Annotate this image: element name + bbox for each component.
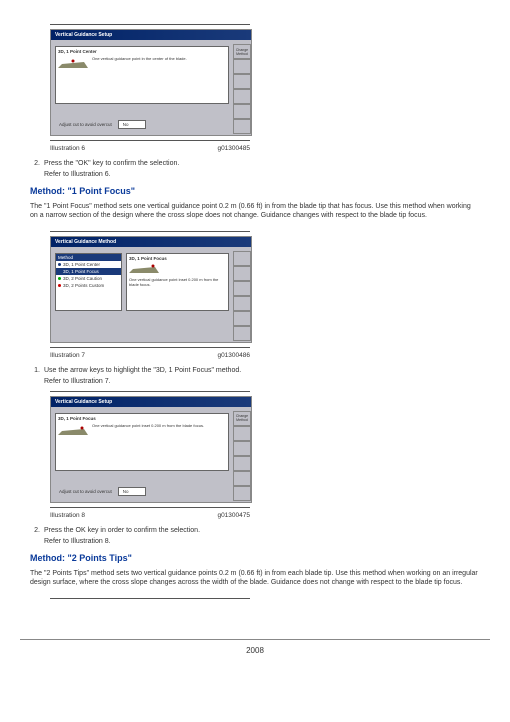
row-text: 3D, 2 Point Caution [63, 276, 102, 281]
side-btn[interactable] [233, 59, 251, 74]
side-btn[interactable] [233, 456, 251, 471]
side-btn[interactable] [233, 426, 251, 441]
blade-icon [58, 58, 88, 70]
side-btn[interactable] [233, 89, 251, 104]
step-number: 1. [30, 367, 40, 385]
side-btn-change[interactable]: Change Method [233, 44, 251, 59]
list-row-selected[interactable]: 3D, 1 Point Focus [56, 268, 121, 275]
step-ref: Refer to Illustration 6. [44, 171, 490, 178]
side-btn[interactable] [233, 266, 251, 281]
step-2b: 2. Press the OK key in order to confirm … [30, 527, 490, 545]
side-btn[interactable] [233, 281, 251, 296]
footer-label: Adjust cut to avoid overcut [59, 489, 112, 494]
screenshot-7: Vertical Guidance Method Method 3D, 1 Po… [50, 236, 252, 343]
step-text: Press the OK key in order to confirm the… [44, 527, 490, 534]
side-btn[interactable] [233, 119, 251, 134]
side-btn[interactable] [233, 296, 251, 311]
blade-icon [129, 263, 159, 275]
detail-text: One vertical guidance point inset 0.200 … [92, 423, 226, 428]
side-btn[interactable] [233, 311, 251, 326]
step-1b: 1. Use the arrow keys to highlight the "… [30, 367, 490, 385]
row-text: 3D, 1 Point Focus [63, 269, 99, 274]
paragraph-1: The "1 Point Focus" method sets one vert… [30, 202, 480, 221]
window-title: Vertical Guidance Method [55, 239, 116, 245]
caption-left: Illustration 8 [50, 512, 85, 519]
caption-row-6: Illustration 6 g01300485 [50, 145, 250, 152]
detail-title: 3D, 1 Point Center [58, 49, 226, 54]
window-title-bar: Vertical Guidance Method [51, 237, 251, 247]
blade-icon [58, 425, 88, 437]
dot-icon [58, 277, 61, 280]
window-title-bar: Vertical Guidance Setup [51, 397, 251, 407]
row-text: 3D, 1 Point Center [63, 262, 100, 267]
footer-label: Adjust cut to avoid overcut [59, 122, 112, 127]
side-btn[interactable] [233, 74, 251, 89]
step-2a: 2. Press the "OK" key to confirm the sel… [30, 160, 490, 178]
caption-left: Illustration 6 [50, 145, 85, 152]
page-footer: 2008 [20, 639, 490, 655]
window-title: Vertical Guidance Setup [55, 32, 112, 38]
list-row[interactable]: 3D, 2 Point Caution [56, 275, 121, 282]
method-list: Method 3D, 1 Point Center 3D, 1 Point Fo… [55, 253, 122, 311]
caption-row-7: Illustration 7 g01300486 [50, 352, 250, 359]
side-buttons: Change Method [233, 44, 251, 134]
window-title-bar: Vertical Guidance Setup [51, 30, 251, 40]
footer-value[interactable]: No [118, 487, 146, 496]
step-text: Press the "OK" key to confirm the select… [44, 160, 490, 167]
detail-text: One vertical guidance point inset 0.200 … [129, 277, 226, 287]
step-ref: Refer to Illustration 7. [44, 378, 490, 385]
caption-row-8: Illustration 8 g01300475 [50, 512, 250, 519]
side-buttons: Change Method [233, 411, 251, 501]
step-ref: Refer to Illustration 8. [44, 538, 490, 545]
illus-block-8: Vertical Guidance Setup 3D, 1 Point Focu… [50, 391, 250, 519]
caption-left: Illustration 7 [50, 352, 85, 359]
heading-1-point-focus: Method: "1 Point Focus" [30, 186, 490, 196]
illus-block-7: Vertical Guidance Method Method 3D, 1 Po… [50, 231, 250, 359]
step-number: 2. [30, 160, 40, 178]
list-row[interactable]: 3D, 2 Points Custom [56, 282, 121, 289]
screenshot-6: Vertical Guidance Setup 3D, 1 Point Cent… [50, 29, 252, 136]
caption-right: g01300475 [217, 512, 250, 519]
detail-pane: 3D, 1 Point Center One vertical guidance… [55, 46, 229, 104]
list-row[interactable]: 3D, 1 Point Center [56, 261, 121, 268]
side-btn[interactable] [233, 471, 251, 486]
side-buttons [233, 251, 251, 341]
detail-text: One vertical guidance point in the cente… [92, 56, 226, 61]
detail-title: 3D, 1 Point Focus [58, 416, 226, 421]
illus-block-6: Vertical Guidance Setup 3D, 1 Point Cent… [50, 24, 250, 152]
dot-icon [58, 284, 61, 287]
side-btn[interactable] [233, 251, 251, 266]
list-header: Method [56, 254, 121, 261]
caption-right: g01300485 [217, 145, 250, 152]
heading-2-points-tips: Method: "2 Points Tips" [30, 553, 490, 563]
side-btn[interactable] [233, 441, 251, 456]
paragraph-2: The "2 Points Tips" method sets two vert… [30, 569, 480, 588]
step-number: 2. [30, 527, 40, 545]
footer-value[interactable]: No [118, 120, 146, 129]
screenshot-8: Vertical Guidance Setup 3D, 1 Point Focu… [50, 396, 252, 503]
side-btn[interactable] [233, 104, 251, 119]
screenshot-footer: Adjust cut to avoid overcut No [59, 487, 227, 496]
side-btn[interactable] [233, 486, 251, 501]
side-btn[interactable] [233, 326, 251, 341]
detail-pane: 3D, 1 Point Focus One vertical guidance … [55, 413, 229, 471]
dot-icon [58, 270, 61, 273]
row-text: 3D, 2 Points Custom [63, 283, 104, 288]
illus-block-9 [50, 598, 250, 599]
caption-right: g01300486 [217, 352, 250, 359]
side-btn-change[interactable]: Change Method [233, 411, 251, 426]
window-title: Vertical Guidance Setup [55, 399, 112, 405]
detail-pane: 3D, 1 Point Focus One vertical guidance … [126, 253, 229, 311]
detail-title: 3D, 1 Point Focus [129, 256, 226, 261]
screenshot-footer: Adjust cut to avoid overcut No [59, 120, 227, 129]
step-text: Use the arrow keys to highlight the "3D,… [44, 367, 490, 374]
dot-icon [58, 263, 61, 266]
